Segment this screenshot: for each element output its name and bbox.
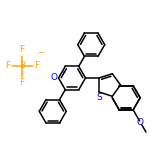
Text: O: O — [137, 118, 144, 127]
Text: F: F — [5, 62, 10, 71]
Text: F: F — [19, 78, 25, 87]
Text: S: S — [96, 93, 102, 102]
Text: F: F — [19, 45, 25, 54]
Text: O: O — [50, 74, 57, 83]
Text: −: − — [37, 48, 44, 57]
Text: B: B — [19, 62, 25, 71]
Text: F: F — [34, 62, 39, 71]
Text: +: + — [60, 71, 65, 76]
